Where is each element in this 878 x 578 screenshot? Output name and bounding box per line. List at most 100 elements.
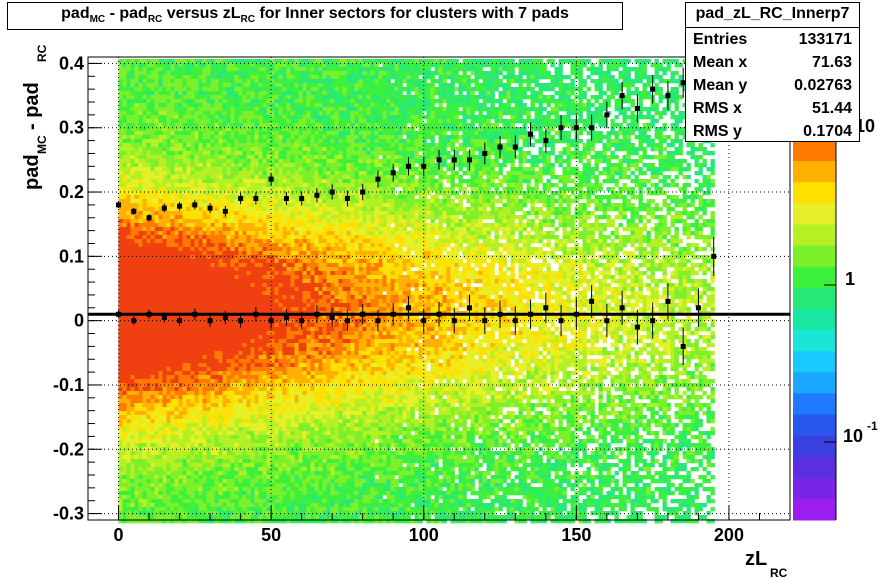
heatmap-cell [146,251,151,256]
heatmap-cell [218,155,223,160]
heatmap-cell [210,119,215,124]
heatmap-cell [214,79,219,84]
heatmap-cell [218,171,223,176]
heatmap-cell [166,231,171,236]
heatmap-cell [262,359,267,364]
heatmap-cell [174,379,179,384]
heatmap-cell [214,487,219,492]
heatmap-cell [170,411,175,416]
heatmap-cell [182,391,187,396]
heatmap-cell [278,439,283,444]
heatmap-cell [166,467,171,472]
heatmap-cell [206,79,211,84]
heatmap-cell [258,267,263,272]
heatmap-cell [258,295,263,300]
heatmap-cell [158,219,163,224]
heatmap-cell [238,463,243,468]
heatmap-cell [186,115,191,120]
heatmap-cell [274,439,279,444]
heatmap-cell [134,83,139,88]
heatmap-cell [206,339,211,344]
heatmap-cell [166,187,171,192]
heatmap-cell [262,423,267,428]
heatmap-cell [174,507,179,512]
heatmap-cell [142,419,147,424]
heatmap-cell [162,411,167,416]
heatmap-cell [202,207,207,212]
heatmap-cell [158,175,163,180]
heatmap-cell [166,95,171,100]
heatmap-cell [130,59,135,64]
heatmap-cell [210,71,215,76]
heatmap-cell [270,351,275,356]
heatmap-cell [206,503,211,508]
heatmap-cell [234,231,239,236]
heatmap-cell [286,399,291,404]
heatmap-cell [194,467,199,472]
heatmap-cell [122,231,127,236]
heatmap-cell [178,67,183,72]
heatmap-cell [246,507,251,512]
heatmap-cell [146,83,151,88]
heatmap-cell [186,371,191,376]
heatmap-cell [250,451,255,456]
heatmap-cell [118,515,123,520]
heatmap-cell [262,235,267,240]
heatmap-cell [234,455,239,460]
heatmap-cell [182,335,187,340]
heatmap-cell [162,455,167,460]
heatmap-cell [218,515,223,520]
heatmap-cell [266,131,271,136]
heatmap-cell [146,467,151,472]
heatmap-cell [126,339,131,344]
heatmap-cell [206,399,211,404]
heatmap-cell [234,91,239,96]
heatmap-cell [158,63,163,68]
heatmap-cell [158,163,163,168]
heatmap-cell [134,467,139,472]
heatmap-cell [286,259,291,264]
heatmap-cell [270,151,275,156]
heatmap-cell [174,159,179,164]
heatmap-cell [118,439,123,444]
heatmap-cell [198,415,203,420]
heatmap-cell [194,275,199,280]
heatmap-cell [246,475,251,480]
heatmap-cell [130,95,135,100]
heatmap-cell [118,295,123,300]
heatmap-cell [190,175,195,180]
heatmap-cell [174,167,179,172]
heatmap-cell [126,79,131,84]
heatmap-cell [142,207,147,212]
heatmap-cell [150,431,155,436]
heatmap-cell [150,507,155,512]
heatmap-cell [210,315,215,320]
heatmap-cell [162,351,167,356]
heatmap-cell [218,359,223,364]
heatmap-cell [194,371,199,376]
heatmap-cell [190,519,195,524]
heatmap-cell [258,459,263,464]
heatmap-cell [166,435,171,440]
heatmap-cell [202,119,207,124]
heatmap-cell [238,247,243,252]
heatmap-cell [250,215,255,220]
heatmap-cell [254,87,259,92]
heatmap-cell [158,491,163,496]
heatmap-cell [274,87,279,92]
heatmap-cell [130,451,135,456]
heatmap-cell [246,179,251,184]
heatmap-cell [118,283,123,288]
heatmap-cell [210,159,215,164]
heatmap-cell [246,231,251,236]
heatmap-cell [282,147,287,152]
heatmap-cell [198,483,203,488]
heatmap-cell [218,479,223,484]
heatmap-cell [262,459,267,464]
heatmap-cell [118,123,123,128]
heatmap-cell [242,267,247,272]
heatmap-cell [174,223,179,228]
heatmap-cell [270,123,275,128]
heatmap-cell [206,251,211,256]
heatmap-cell [238,339,243,344]
